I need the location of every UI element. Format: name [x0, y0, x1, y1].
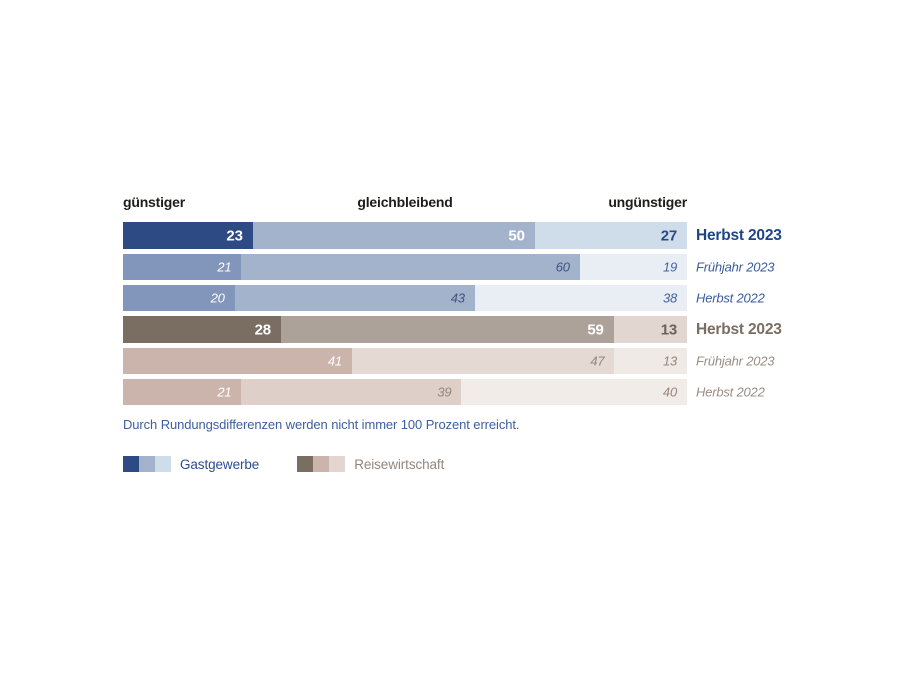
column-header-gleichbleibend: gleichbleibend — [357, 194, 453, 210]
bar-row-gastgewerbe-fruehjahr-2023: 21 60 19 Frühjahr 2023 — [123, 254, 775, 280]
row-label: Herbst 2023 — [696, 226, 782, 244]
legend-swatch — [313, 456, 330, 472]
bar-value: 27 — [660, 227, 678, 244]
row-label: Herbst 2022 — [696, 290, 765, 306]
legend-item-gastgewerbe: Gastgewerbe — [123, 456, 259, 472]
bar-segment: 23 — [123, 222, 253, 249]
legend-label: Reisewirtschaft — [354, 456, 445, 472]
bar-value: 13 — [660, 321, 678, 338]
column-header-unguenstiger: ungünstiger — [608, 194, 687, 210]
bar-row-reisewirtschaft-fruehjahr-2023: 41 47 13 Frühjahr 2023 — [123, 348, 775, 374]
stacked-bar-chart: günstiger gleichbleibend ungünstiger 23 5… — [123, 194, 782, 472]
legend-item-reisewirtschaft: Reisewirtschaft — [297, 456, 444, 472]
bar-segment: 40 — [461, 379, 687, 405]
bar-segment: 59 — [280, 316, 614, 343]
bar-row-reisewirtschaft-herbst-2023: 28 59 13 Herbst 2023 — [123, 316, 782, 343]
bar-row-reisewirtschaft-herbst-2022: 21 39 40 Herbst 2022 — [123, 379, 765, 405]
legend-swatch — [297, 456, 314, 472]
bar-value: 28 — [254, 321, 272, 338]
legend-swatch — [329, 456, 346, 472]
bar-value: 19 — [662, 259, 677, 275]
bar-value: 47 — [590, 353, 605, 369]
bar-value: 41 — [327, 353, 342, 369]
bar-segment: 43 — [234, 285, 475, 311]
legend-swatches — [297, 456, 346, 472]
bar-value: 20 — [210, 290, 225, 306]
bar-segment: 50 — [252, 222, 535, 249]
bar-row-gastgewerbe-herbst-2023: 23 50 27 Herbst 2023 — [123, 222, 782, 249]
bar-value: 40 — [662, 384, 677, 400]
bar-value: 38 — [662, 290, 678, 306]
bar-segment: 41 — [123, 348, 352, 374]
bar-segment: 13 — [614, 348, 687, 374]
bar-value: 60 — [555, 259, 570, 275]
bar-value: 50 — [508, 227, 525, 244]
bar-row-gastgewerbe-herbst-2022: 20 43 38 Herbst 2022 — [123, 285, 765, 311]
column-header-guenstiger: günstiger — [123, 194, 185, 210]
legend: Gastgewerbe Reisewirtschaft — [123, 456, 743, 472]
bar-rows: 23 50 27 Herbst 2023 21 60 19 Frühjahr 2023 20 43… — [123, 222, 782, 405]
bar-segment: 19 — [579, 254, 687, 280]
bar-value: 23 — [226, 227, 243, 244]
legend-swatches — [123, 456, 171, 472]
bar-value: 21 — [217, 259, 232, 275]
legend-label: Gastgewerbe — [180, 456, 260, 472]
row-label: Frühjahr 2023 — [696, 259, 775, 275]
legend-swatch — [123, 456, 139, 472]
bar-segment: 60 — [241, 254, 580, 280]
legend-swatch — [155, 456, 171, 472]
column-headers: günstiger gleichbleibend ungünstiger — [123, 194, 687, 211]
footnote: Durch Rundungsdifferenzen werden nicht i… — [123, 417, 520, 432]
legend-swatch — [139, 456, 155, 472]
bar-segment: 20 — [123, 285, 235, 311]
bar-segment: 28 — [123, 316, 281, 343]
bar-segment: 21 — [123, 254, 242, 280]
row-label: Frühjahr 2023 — [696, 353, 775, 369]
bar-segment: 21 — [123, 379, 242, 405]
bar-value: 13 — [662, 353, 677, 369]
row-label: Herbst 2023 — [696, 320, 782, 338]
row-label: Herbst 2022 — [696, 384, 765, 400]
bar-value: 43 — [450, 290, 465, 306]
bar-value: 39 — [437, 384, 452, 400]
bar-segment: 47 — [351, 348, 615, 374]
bar-segment: 39 — [241, 379, 462, 405]
bar-segment: 13 — [613, 316, 687, 343]
bar-segment: 27 — [534, 222, 687, 249]
bar-value: 21 — [217, 384, 232, 400]
bar-segment: 38 — [474, 285, 688, 311]
bar-value: 59 — [587, 321, 604, 338]
